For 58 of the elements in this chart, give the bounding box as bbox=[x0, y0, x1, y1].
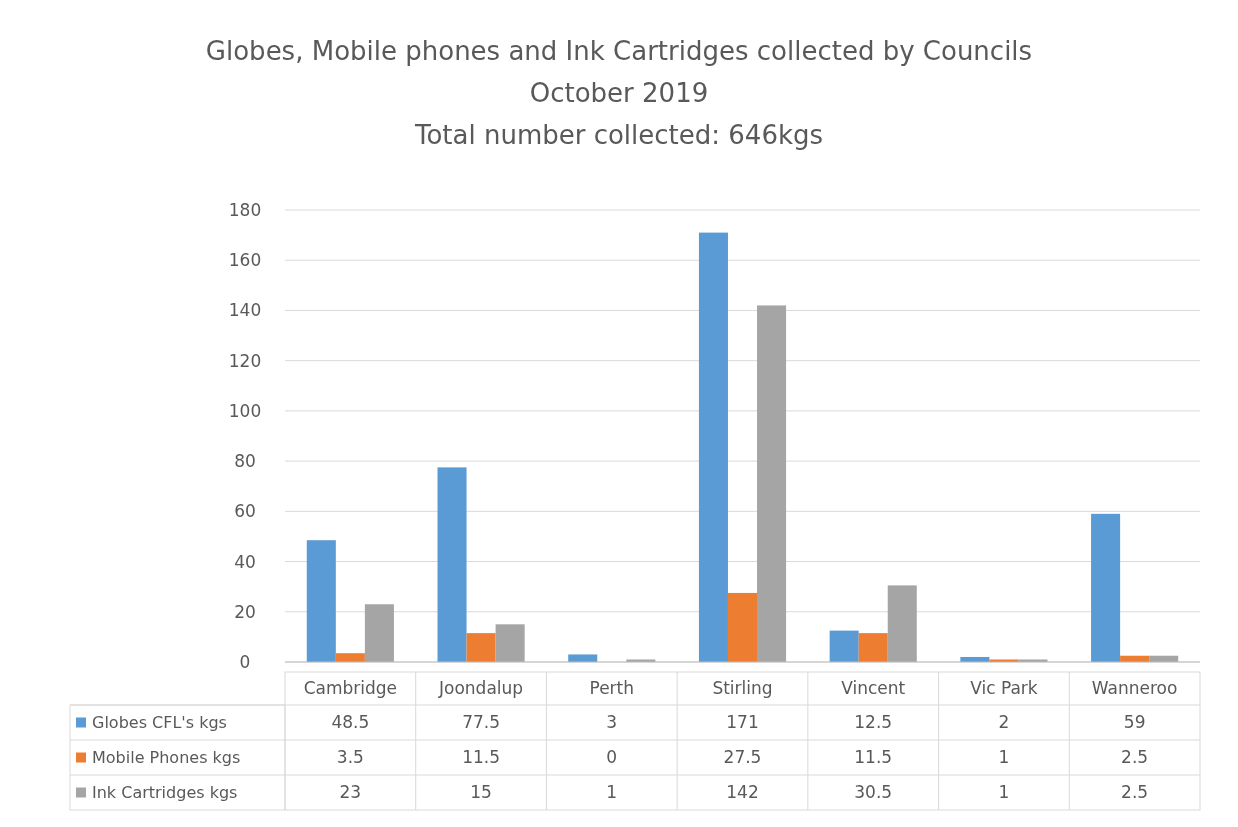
bar bbox=[495, 624, 525, 662]
x-tick-label: Vincent bbox=[841, 678, 906, 699]
bar bbox=[306, 540, 336, 662]
chart-subtitle: October 2019 bbox=[529, 78, 709, 108]
data-label: 3 bbox=[606, 712, 618, 733]
data-label: 3.5 bbox=[336, 747, 364, 768]
data-label: 2.5 bbox=[1121, 747, 1149, 768]
y-tick-label: 120 bbox=[228, 350, 262, 371]
y-tick-label: 80 bbox=[234, 451, 256, 472]
x-tick-label: Stirling bbox=[712, 678, 773, 699]
data-label: 23 bbox=[339, 782, 362, 803]
bar bbox=[466, 633, 496, 662]
data-label: 11.5 bbox=[854, 747, 893, 768]
data-label: 15 bbox=[470, 782, 492, 803]
data-label: 11.5 bbox=[462, 747, 500, 768]
data-label: 12.5 bbox=[854, 712, 893, 733]
y-tick-label: 40 bbox=[234, 551, 256, 572]
data-label: 77.5 bbox=[462, 712, 500, 733]
y-tick-label: 100 bbox=[228, 400, 262, 421]
data-label: 48.5 bbox=[331, 712, 370, 733]
x-tick-label: Vic Park bbox=[970, 678, 1038, 699]
y-tick-label: 140 bbox=[228, 300, 262, 321]
data-label: 1 bbox=[998, 747, 1010, 768]
bar bbox=[727, 592, 758, 662]
bar bbox=[364, 604, 394, 662]
bar bbox=[1091, 513, 1121, 662]
chart-title: Globes, Mobile phones and Ink Cartridges collected by Councils bbox=[205, 36, 1033, 66]
data-label: 30.5 bbox=[854, 782, 893, 803]
bar bbox=[829, 630, 859, 662]
bar bbox=[437, 467, 467, 662]
y-tick-label: 160 bbox=[228, 250, 262, 271]
bar bbox=[757, 305, 787, 662]
x-tick-label: Cambridge bbox=[303, 678, 398, 699]
x-tick-label: Joondalup bbox=[438, 678, 524, 699]
x-tick-label: Wanneroo bbox=[1091, 678, 1178, 699]
bar bbox=[568, 654, 598, 662]
legend-label: Mobile Phones kgs bbox=[92, 748, 241, 768]
bar bbox=[887, 585, 917, 662]
data-label: 142 bbox=[726, 782, 759, 803]
data-label: 1 bbox=[998, 782, 1010, 803]
data-label: 2.5 bbox=[1121, 782, 1149, 803]
data-label: 27.5 bbox=[723, 747, 762, 768]
y-tick-label: 20 bbox=[234, 601, 256, 622]
data-label: 2 bbox=[998, 712, 1010, 733]
data-label: 0 bbox=[606, 747, 618, 768]
y-tick-label: 60 bbox=[234, 501, 256, 522]
legend-label: Globes CFL's kgs bbox=[92, 713, 227, 733]
bar bbox=[698, 232, 728, 662]
y-tick-label: 0 bbox=[239, 651, 251, 672]
text: Total number collected: 646kgs bbox=[413, 120, 824, 150]
x-tick-label: Perth bbox=[589, 678, 635, 699]
data-label: 1 bbox=[606, 782, 618, 803]
data-label: 171 bbox=[726, 712, 759, 733]
data-label: 59 bbox=[1123, 712, 1146, 733]
legend-label: Ink Cartridges kgs bbox=[92, 783, 238, 803]
bar bbox=[858, 633, 888, 662]
bar bbox=[335, 653, 365, 662]
y-tick-label: 180 bbox=[228, 199, 262, 220]
